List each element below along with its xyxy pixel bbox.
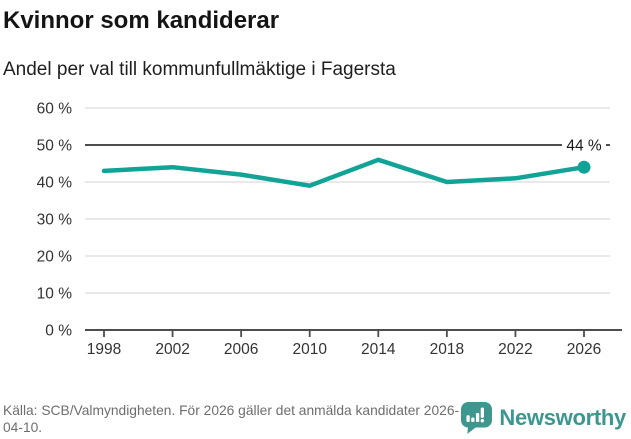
x-tick-label: 2010 [292, 341, 327, 358]
y-tick-label: 20 % [37, 249, 73, 266]
x-tick-label: 2002 [155, 341, 189, 358]
x-tick-label: 2014 [361, 341, 396, 358]
x-tick-label: 2006 [224, 341, 258, 358]
chart-subtitle: Andel per val till kommunfullmäktige i F… [3, 59, 396, 80]
data-line [101, 157, 587, 188]
y-tick-label: 0 % [45, 323, 72, 340]
y-tick-label: 40 % [37, 175, 73, 192]
end-value-label-backing [562, 135, 606, 155]
source-note: Källa: SCB/Valmyndigheten. För 2026 gäll… [3, 403, 460, 435]
newsworthy-logo-text: Newsworthy [499, 404, 626, 430]
line-chart: 0 % 10 % 20 % 30 % 40 % 50 % 60 % 1998 2002 2006 2… [37, 101, 622, 358]
x-tick-label: 2018 [430, 341, 464, 358]
end-value-label: 44 % [566, 138, 602, 155]
y-tick-label: 50 % [37, 138, 73, 155]
newsworthy-logo-icon [461, 402, 493, 434]
y-tick-label: 30 % [37, 212, 73, 229]
y-tick-label: 10 % [37, 286, 73, 303]
x-tick-label: 2022 [498, 341, 532, 358]
y-tick-label: 60 % [37, 101, 73, 118]
newsworthy-logo: Newsworthy [461, 401, 626, 434]
end-point [577, 160, 591, 174]
chart-title: Kvinnor som kandiderar [3, 7, 280, 34]
x-tick-label: 2026 [567, 341, 601, 358]
x-tick-label: 1998 [87, 341, 121, 358]
